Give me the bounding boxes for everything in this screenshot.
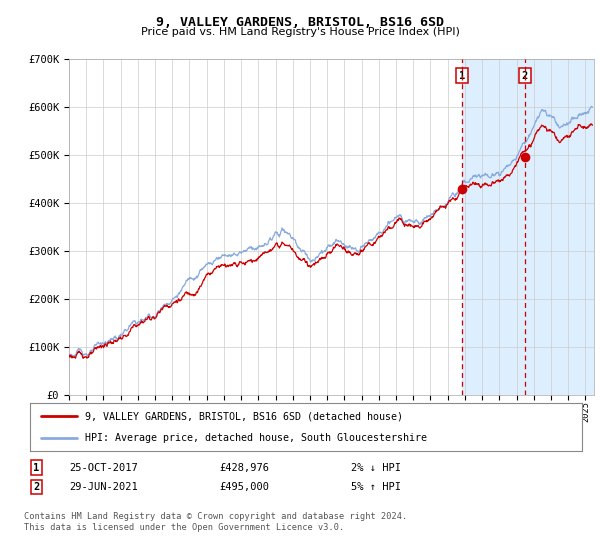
Text: HPI: Average price, detached house, South Gloucestershire: HPI: Average price, detached house, Sout… [85, 433, 427, 443]
Text: £428,976: £428,976 [219, 463, 269, 473]
Text: 2% ↓ HPI: 2% ↓ HPI [351, 463, 401, 473]
Text: 29-JUN-2021: 29-JUN-2021 [69, 482, 138, 492]
Text: Contains HM Land Registry data © Crown copyright and database right 2024.
This d: Contains HM Land Registry data © Crown c… [24, 512, 407, 532]
Text: 1: 1 [33, 463, 39, 473]
Text: 2: 2 [33, 482, 39, 492]
Text: Price paid vs. HM Land Registry's House Price Index (HPI): Price paid vs. HM Land Registry's House … [140, 27, 460, 37]
Text: 1: 1 [458, 71, 465, 81]
Bar [461, 59, 600, 395]
Text: 5% ↑ HPI: 5% ↑ HPI [351, 482, 401, 492]
Text: 9, VALLEY GARDENS, BRISTOL, BS16 6SD (detached house): 9, VALLEY GARDENS, BRISTOL, BS16 6SD (de… [85, 411, 403, 421]
Text: £495,000: £495,000 [219, 482, 269, 492]
Text: 2: 2 [522, 71, 528, 81]
Text: 9, VALLEY GARDENS, BRISTOL, BS16 6SD: 9, VALLEY GARDENS, BRISTOL, BS16 6SD [156, 16, 444, 29]
Text: 25-OCT-2017: 25-OCT-2017 [69, 463, 138, 473]
